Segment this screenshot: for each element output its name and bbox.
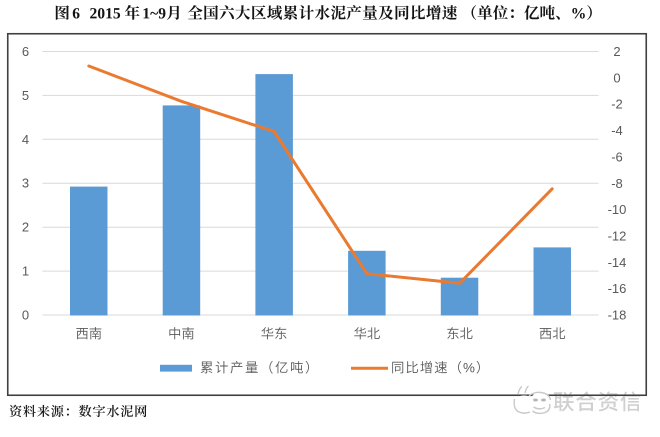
svg-text:-10: -10 (608, 202, 627, 217)
svg-text:-2: -2 (611, 97, 623, 112)
svg-text:2: 2 (22, 220, 29, 235)
svg-text:-6: -6 (611, 149, 623, 164)
svg-text:6: 6 (22, 44, 29, 59)
svg-text:0: 0 (613, 70, 620, 85)
svg-text:-18: -18 (608, 308, 627, 323)
svg-text:-4: -4 (611, 123, 623, 138)
svg-text:2: 2 (613, 44, 620, 59)
svg-text:-8: -8 (611, 176, 623, 191)
svg-text:4: 4 (22, 132, 29, 147)
svg-text:0: 0 (22, 308, 29, 323)
svg-text:3: 3 (22, 176, 29, 191)
svg-text:-12: -12 (608, 229, 627, 244)
svg-text:5: 5 (22, 88, 29, 103)
svg-text:1: 1 (22, 264, 29, 279)
svg-text:-16: -16 (608, 281, 627, 296)
svg-text:-14: -14 (608, 255, 627, 270)
